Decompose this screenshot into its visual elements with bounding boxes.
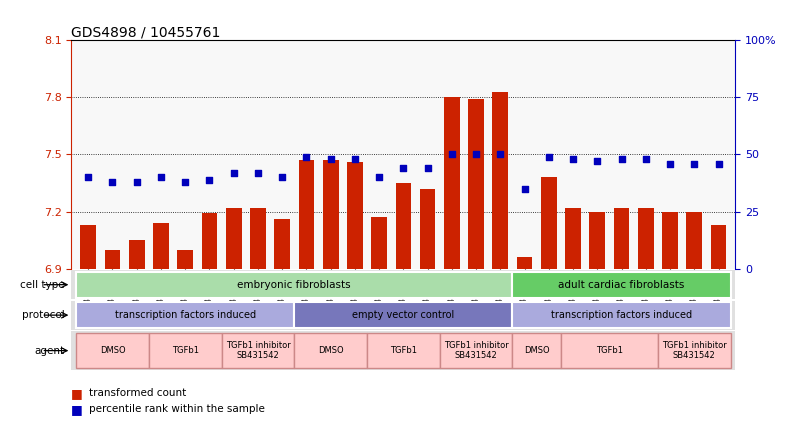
Text: ■: ■ [71, 387, 83, 400]
Point [348, 156, 361, 162]
Bar [541, 177, 556, 269]
Point [712, 160, 725, 167]
Bar [76, 333, 149, 368]
Bar [294, 333, 367, 368]
Point [130, 179, 143, 185]
Point [421, 165, 434, 171]
Text: GDS4898 / 10455761: GDS4898 / 10455761 [71, 25, 220, 39]
Bar [517, 257, 532, 269]
Text: protocol: protocol [22, 310, 65, 320]
Point [543, 153, 556, 160]
Bar [80, 225, 96, 269]
Text: TGFb1 inhibitor
SB431542: TGFb1 inhibitor SB431542 [662, 341, 727, 360]
Point [155, 174, 168, 181]
Text: transformed count: transformed count [89, 388, 186, 398]
Point [470, 151, 483, 158]
Point [106, 179, 119, 185]
Point [397, 165, 410, 171]
Bar [710, 225, 727, 269]
Bar [222, 333, 294, 368]
Bar [614, 208, 629, 269]
Point [275, 174, 288, 181]
Point [228, 169, 241, 176]
Bar [686, 212, 702, 269]
Bar [590, 212, 605, 269]
Text: embryonic fibroblasts: embryonic fibroblasts [237, 280, 351, 290]
Bar [565, 208, 581, 269]
Point [300, 153, 313, 160]
Bar [299, 160, 314, 269]
Bar [513, 272, 731, 298]
Point [82, 174, 95, 181]
Bar [420, 189, 436, 269]
Bar [468, 99, 484, 269]
Bar [322, 160, 339, 269]
Text: DMSO: DMSO [100, 346, 126, 355]
Bar [395, 183, 411, 269]
Point [688, 160, 701, 167]
Point [179, 179, 192, 185]
Point [203, 176, 216, 183]
Bar [371, 217, 387, 269]
Text: transcription factors induced: transcription factors induced [551, 310, 692, 320]
Bar [294, 302, 513, 328]
Bar [226, 208, 241, 269]
Bar [638, 208, 654, 269]
Text: ■: ■ [71, 403, 83, 416]
Text: empty vector control: empty vector control [352, 310, 454, 320]
Point [494, 151, 507, 158]
Text: TGFb1: TGFb1 [390, 346, 417, 355]
Text: DMSO: DMSO [318, 346, 343, 355]
Text: adult cardiac fibroblasts: adult cardiac fibroblasts [558, 280, 684, 290]
Point [324, 156, 337, 162]
Bar [513, 333, 561, 368]
Bar [76, 302, 294, 328]
Bar [513, 302, 731, 328]
Point [663, 160, 676, 167]
Bar [104, 250, 121, 269]
Text: DMSO: DMSO [524, 346, 549, 355]
Point [373, 174, 386, 181]
Point [446, 151, 458, 158]
Text: percentile rank within the sample: percentile rank within the sample [89, 404, 265, 415]
Bar [561, 333, 658, 368]
Text: TGFb1: TGFb1 [596, 346, 623, 355]
Bar [129, 240, 145, 269]
Bar [658, 333, 731, 368]
Bar [149, 333, 222, 368]
Text: TGFb1: TGFb1 [172, 346, 198, 355]
Bar [347, 162, 363, 269]
Text: agent: agent [35, 346, 65, 356]
Bar [662, 212, 678, 269]
Bar [492, 92, 508, 269]
Text: transcription factors induced: transcription factors induced [115, 310, 256, 320]
Bar [250, 208, 266, 269]
Bar [177, 250, 193, 269]
Point [566, 156, 579, 162]
Bar [275, 219, 290, 269]
Text: cell type: cell type [20, 280, 65, 290]
Bar [444, 97, 460, 269]
Point [615, 156, 628, 162]
Bar [367, 333, 440, 368]
Bar [76, 272, 513, 298]
Bar [153, 223, 168, 269]
Point [590, 158, 603, 165]
Bar [202, 214, 217, 269]
Point [639, 156, 652, 162]
Text: TGFb1 inhibitor
SB431542: TGFb1 inhibitor SB431542 [444, 341, 509, 360]
Point [518, 185, 531, 192]
Text: TGFb1 inhibitor
SB431542: TGFb1 inhibitor SB431542 [225, 341, 290, 360]
Bar [440, 333, 513, 368]
Point [251, 169, 264, 176]
